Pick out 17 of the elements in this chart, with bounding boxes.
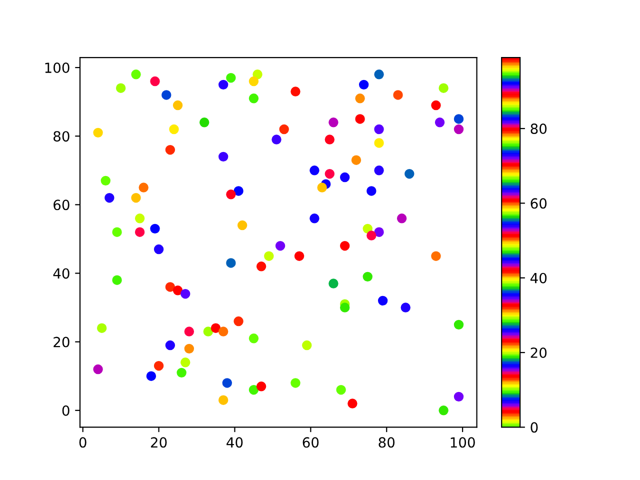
y-tick-label: 20 (54, 336, 70, 348)
y-tick-label: 100 (45, 62, 70, 74)
y-tick-label: 60 (54, 200, 70, 210)
x-tick-label: 0 (79, 437, 86, 448)
y-tick-label: 80 (54, 131, 70, 142)
y-tick-label: 40 (53, 268, 70, 279)
x-tick-label: 80 (378, 437, 395, 448)
color-bar-label: 40 (530, 272, 547, 284)
color-bar-label: 20 (530, 348, 547, 358)
color-bar-label: 0 (530, 422, 538, 433)
x-tick-label: 40 (226, 437, 243, 448)
color-bar-label: 80 (530, 124, 547, 134)
color-bar-label: 60 (530, 198, 547, 209)
x-tick-label: 60 (302, 437, 319, 448)
x-tick-label: 100 (450, 437, 475, 448)
y-tick-label: 0 (62, 405, 70, 416)
x-tick-label: 20 (150, 437, 167, 448)
